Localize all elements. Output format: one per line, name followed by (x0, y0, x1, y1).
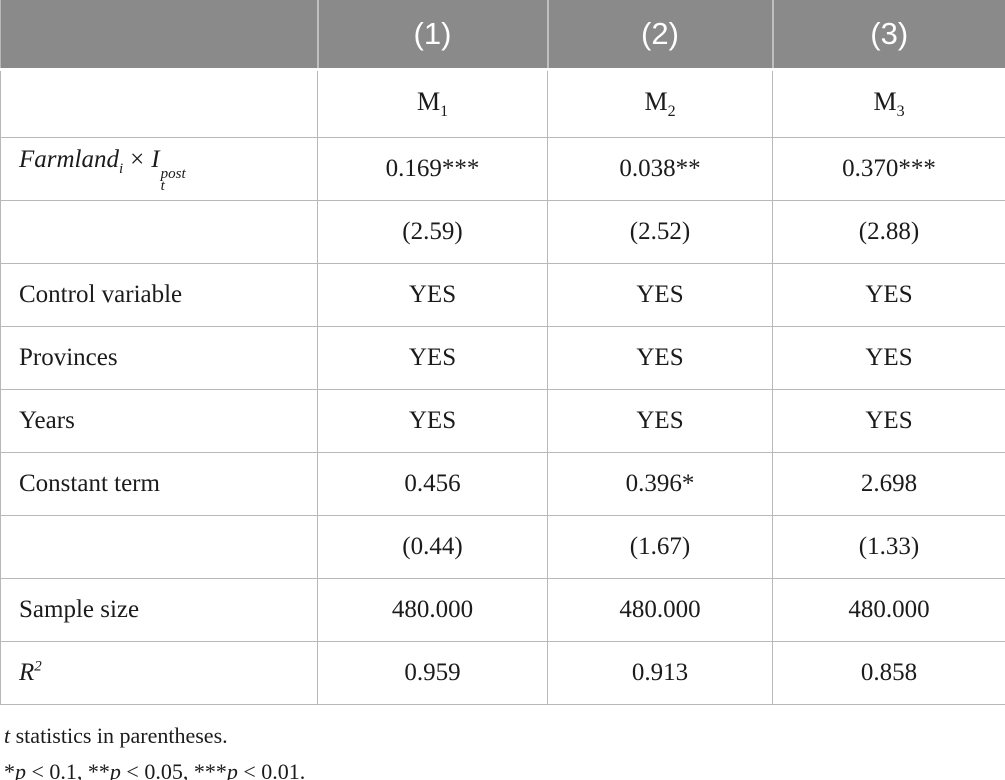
cell-constant-tstat-m1: (0.44) (317, 515, 548, 579)
row-label-years: Years (0, 389, 318, 453)
sig-stars-2: ** (87, 759, 110, 780)
sig-stars-1: * (4, 759, 15, 780)
cell-control-m1: YES (317, 263, 548, 327)
cell-provinces-m2: YES (547, 326, 773, 390)
header-cell-empty (0, 0, 319, 71)
row-label-constant-term: Constant term (0, 452, 318, 516)
cell-control-m3: YES (772, 263, 1005, 327)
cell-control-m2: YES (547, 263, 773, 327)
constant-term-row: Constant term 0.456 0.396* 2.698 (0, 452, 1005, 516)
cell-constant-tstat-m3: (1.33) (772, 515, 1005, 579)
multiplication-sign: × (130, 146, 145, 174)
model-row-empty-label (0, 69, 318, 138)
model-subscript: 1 (440, 103, 449, 121)
cell-coefficient-m1: 0.169*** (317, 137, 548, 201)
cell-constant-m3: 2.698 (772, 452, 1005, 516)
cell-tstat-m3: (2.88) (772, 200, 1005, 264)
table-footnotes: t statistics in parentheses. *p < 0.1, *… (0, 718, 1005, 780)
cell-tstat-m2: (2.52) (547, 200, 773, 264)
provinces-row: Provinces YES YES YES (0, 326, 1005, 390)
model-subscript: 3 (896, 103, 905, 121)
r-squared-row: R2 0.959 0.913 0.858 (0, 641, 1005, 705)
cell-years-m3: YES (772, 389, 1005, 453)
header-cell-col2: (2) (546, 0, 774, 71)
cell-coefficient-m3: 0.370*** (772, 137, 1005, 201)
model-name-row: M1 M2 M3 (0, 69, 1005, 138)
r-squared-label: R2 (19, 658, 42, 687)
header-cell-col3: (3) (771, 0, 1005, 71)
sig-stars-3: *** (193, 759, 227, 780)
sample-size-row: Sample size 480.000 480.000 480.000 (0, 578, 1005, 642)
stacked-sup-sub: post t (160, 165, 186, 194)
row-label-empty (0, 515, 318, 579)
cell-years-m1: YES (317, 389, 548, 453)
header-cell-col1: (1) (316, 0, 549, 71)
cell-provinces-m3: YES (772, 326, 1005, 390)
row-label-r-squared: R2 (0, 641, 318, 705)
cell-provinces-m1: YES (317, 326, 548, 390)
cell-sample-m2: 480.000 (547, 578, 773, 642)
model-name-m1: M1 (317, 69, 548, 138)
cell-years-m2: YES (547, 389, 773, 453)
cell-constant-m1: 0.456 (317, 452, 548, 516)
model-name-m2: M2 (547, 69, 773, 138)
row-label-provinces: Provinces (0, 326, 318, 390)
row-label-control-variable: Control variable (0, 263, 318, 327)
years-row: Years YES YES YES (0, 389, 1005, 453)
footnote-significance-note: *p < 0.1, **p < 0.05, ***p < 0.01. (4, 754, 1005, 780)
constant-tstat-row: (0.44) (1.67) (1.33) (0, 515, 1005, 579)
cell-tstat-m1: (2.59) (317, 200, 548, 264)
cell-sample-m3: 480.000 (772, 578, 1005, 642)
cell-coefficient-m2: 0.038** (547, 137, 773, 201)
cell-r2-m1: 0.959 (317, 641, 548, 705)
model-name-m3: M3 (772, 69, 1005, 138)
footnote-tstat-note: t statistics in parentheses. (4, 723, 228, 748)
row-label-empty (0, 200, 318, 264)
cell-r2-m3: 0.858 (772, 641, 1005, 705)
model-base: M (873, 86, 897, 116)
model-subscript: 2 (667, 103, 676, 121)
table-header-row: (1) (2) (3) (0, 0, 1005, 71)
cell-r2-m2: 0.913 (547, 641, 773, 705)
cell-constant-tstat-m2: (1.67) (547, 515, 773, 579)
tstat-row: (2.59) (2.52) (2.88) (0, 200, 1005, 264)
control-variable-row: Control variable YES YES YES (0, 263, 1005, 327)
row-label-sample-size: Sample size (0, 578, 318, 642)
model-base: M (416, 86, 441, 116)
model-base: M (644, 86, 668, 116)
cell-constant-m2: 0.396* (547, 452, 773, 516)
cell-sample-m1: 480.000 (317, 578, 548, 642)
